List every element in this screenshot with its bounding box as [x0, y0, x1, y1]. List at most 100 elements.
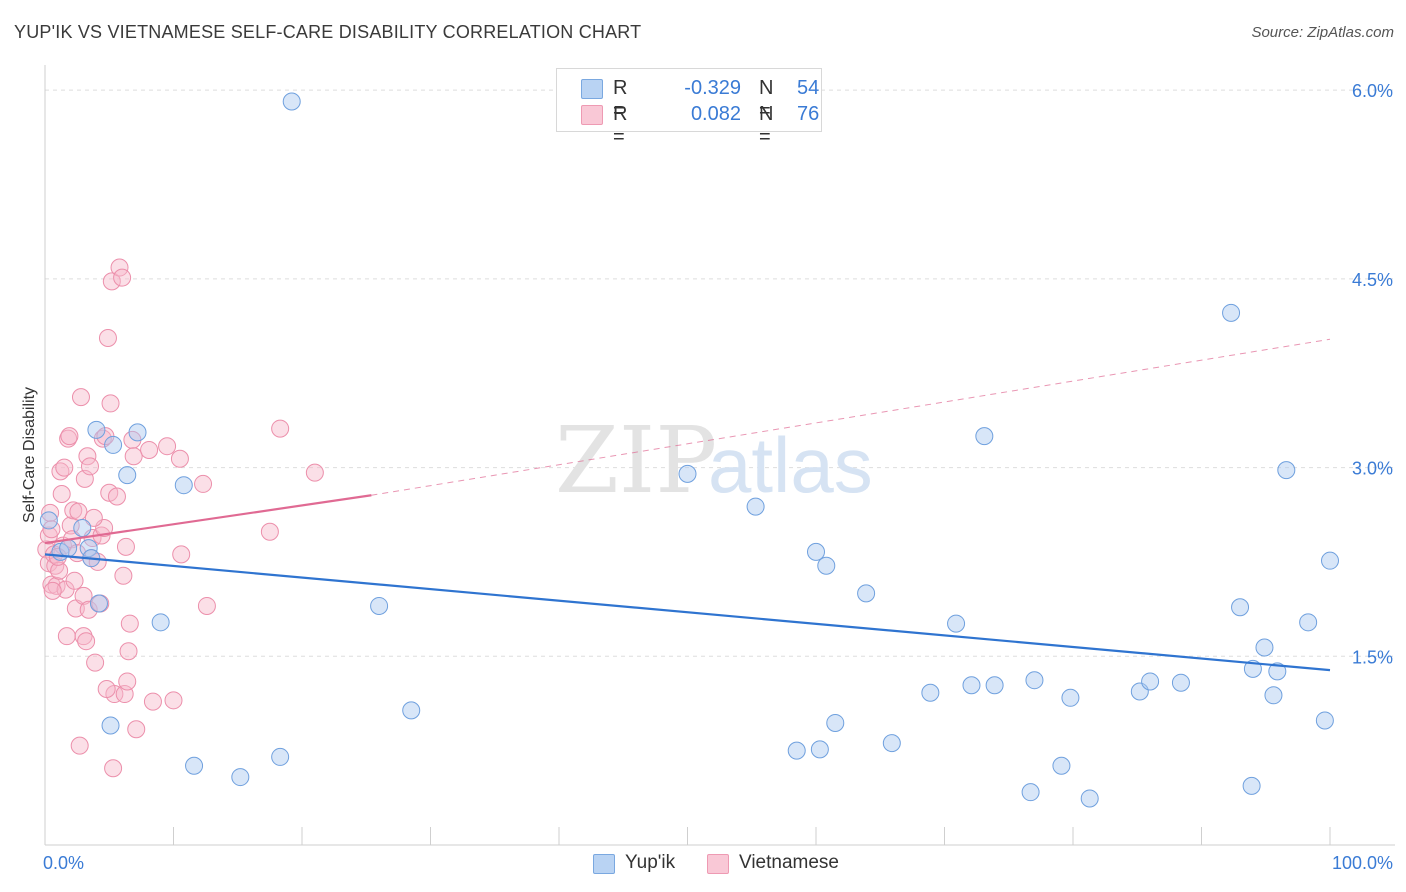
yupik-point — [87, 420, 106, 439]
yupik-point — [1255, 638, 1274, 657]
vietnamese-point — [114, 566, 133, 585]
yupik-point — [882, 734, 901, 753]
legend-r-label: R = — [613, 77, 628, 122]
yupik-point — [231, 768, 250, 787]
vietnamese-point — [60, 427, 79, 446]
yupik-point — [962, 676, 981, 695]
vietnamese-point — [71, 388, 90, 407]
yupik-point — [185, 756, 204, 775]
y-tick-label: 4.5% — [1352, 270, 1393, 290]
vietnamese-point — [98, 329, 117, 347]
vietnamese-point — [194, 474, 213, 493]
vietnamese-point — [80, 457, 99, 476]
vietnamese-point — [50, 561, 69, 580]
yupik-point — [810, 740, 829, 759]
vietnamese-trend-extension — [371, 338, 1331, 496]
vietnamese-point — [127, 720, 146, 739]
vietnamese-point — [271, 419, 290, 438]
yupik-point — [104, 435, 123, 454]
vietnamese-point — [172, 545, 191, 564]
yupik-point — [101, 716, 120, 735]
vietnamese-point — [124, 447, 143, 466]
yupik-point — [787, 741, 806, 760]
vietnamese-point — [70, 736, 89, 755]
yupik-point — [89, 594, 108, 613]
yupik-point — [128, 423, 147, 442]
vietnamese-point — [116, 537, 135, 556]
yupik-point — [975, 427, 994, 446]
vietnamese-point — [170, 449, 189, 468]
yupik-trend-line — [44, 553, 1331, 672]
yupik-point — [174, 476, 193, 495]
y-tick-label: 6.0% — [1352, 81, 1393, 101]
yupik-point — [151, 613, 170, 632]
legend-n-label: N = — [759, 77, 774, 122]
yupik-point — [985, 676, 1004, 695]
vietnamese-point — [65, 571, 84, 590]
vietnamese-point — [102, 272, 121, 291]
yupik-point — [282, 92, 301, 111]
legend-r-value: 0.082 — [690, 103, 741, 125]
tick-labels: 1.5% 3.0% 4.5% 6.0% 0.0% 100.0% — [43, 81, 1393, 873]
vietnamese-point — [93, 429, 112, 448]
watermark-atlas: atlas — [708, 421, 873, 509]
yupik-point — [807, 542, 825, 561]
yupik-point — [1141, 672, 1160, 691]
yupik-point — [1268, 662, 1287, 681]
yupik-point — [402, 701, 421, 720]
vietnamese-point — [55, 458, 74, 477]
watermark-zip: ZIP — [555, 407, 717, 514]
yupik-point — [1242, 776, 1261, 795]
vietnamese-swatch — [581, 105, 603, 125]
vietnamese-point — [41, 503, 60, 522]
vietnamese-swatch — [707, 854, 729, 874]
yupik-point — [370, 596, 389, 615]
vietnamese-point — [69, 502, 88, 521]
yupik-point — [1222, 303, 1241, 322]
yupik-points — [39, 92, 1339, 808]
vietnamese-point — [197, 596, 216, 615]
yupik-point — [118, 466, 137, 485]
yupik-point — [271, 747, 290, 766]
yupik-point — [1264, 686, 1283, 705]
yupik-point — [746, 497, 765, 516]
yupik-point — [826, 713, 845, 732]
yupik-point — [1061, 688, 1080, 707]
vietnamese-trend-line — [44, 494, 372, 545]
source-credit: Source: ZipAtlas.com — [1251, 24, 1394, 41]
yupik-point — [1231, 598, 1250, 617]
vietnamese-point — [86, 653, 105, 672]
vietnamese-point — [113, 268, 132, 287]
correlation-legend: R = -0.329 N = 54 R = 0.082 N = 76 — [556, 68, 822, 148]
yupik-point — [857, 584, 876, 603]
y-axis-label: Self-Care Disability — [21, 387, 38, 523]
yupik-point — [817, 556, 836, 575]
yupik-point — [1277, 461, 1296, 480]
yupik-point — [73, 518, 92, 537]
yupik-point — [678, 464, 697, 483]
vietnamese-point — [61, 516, 80, 535]
yupik-point — [59, 539, 78, 558]
gridlines — [45, 89, 1395, 657]
vietnamese-point — [164, 691, 183, 710]
yupik-point — [1052, 756, 1071, 775]
vietnamese-point — [52, 485, 71, 503]
vietnamese-point — [158, 437, 177, 456]
yupik-point — [1025, 671, 1044, 690]
yupik-point — [1021, 783, 1040, 802]
legend-label-vietnamese: Vietnamese — [739, 852, 839, 873]
vietnamese-point — [260, 522, 279, 541]
x-tick-label: 0.0% — [43, 853, 84, 873]
vietnamese-point — [107, 487, 126, 506]
yupik-point — [947, 614, 966, 633]
yupik-point — [1315, 711, 1334, 730]
yupik-swatch — [581, 79, 603, 99]
vietnamese-point — [57, 627, 76, 646]
yupik-point — [1321, 551, 1339, 570]
vietnamese-point — [74, 627, 93, 646]
vietnamese-point — [97, 680, 116, 698]
vietnamese-point — [120, 614, 139, 633]
vietnamese-point — [74, 586, 93, 605]
legend-r-value: -0.329 — [684, 77, 741, 99]
